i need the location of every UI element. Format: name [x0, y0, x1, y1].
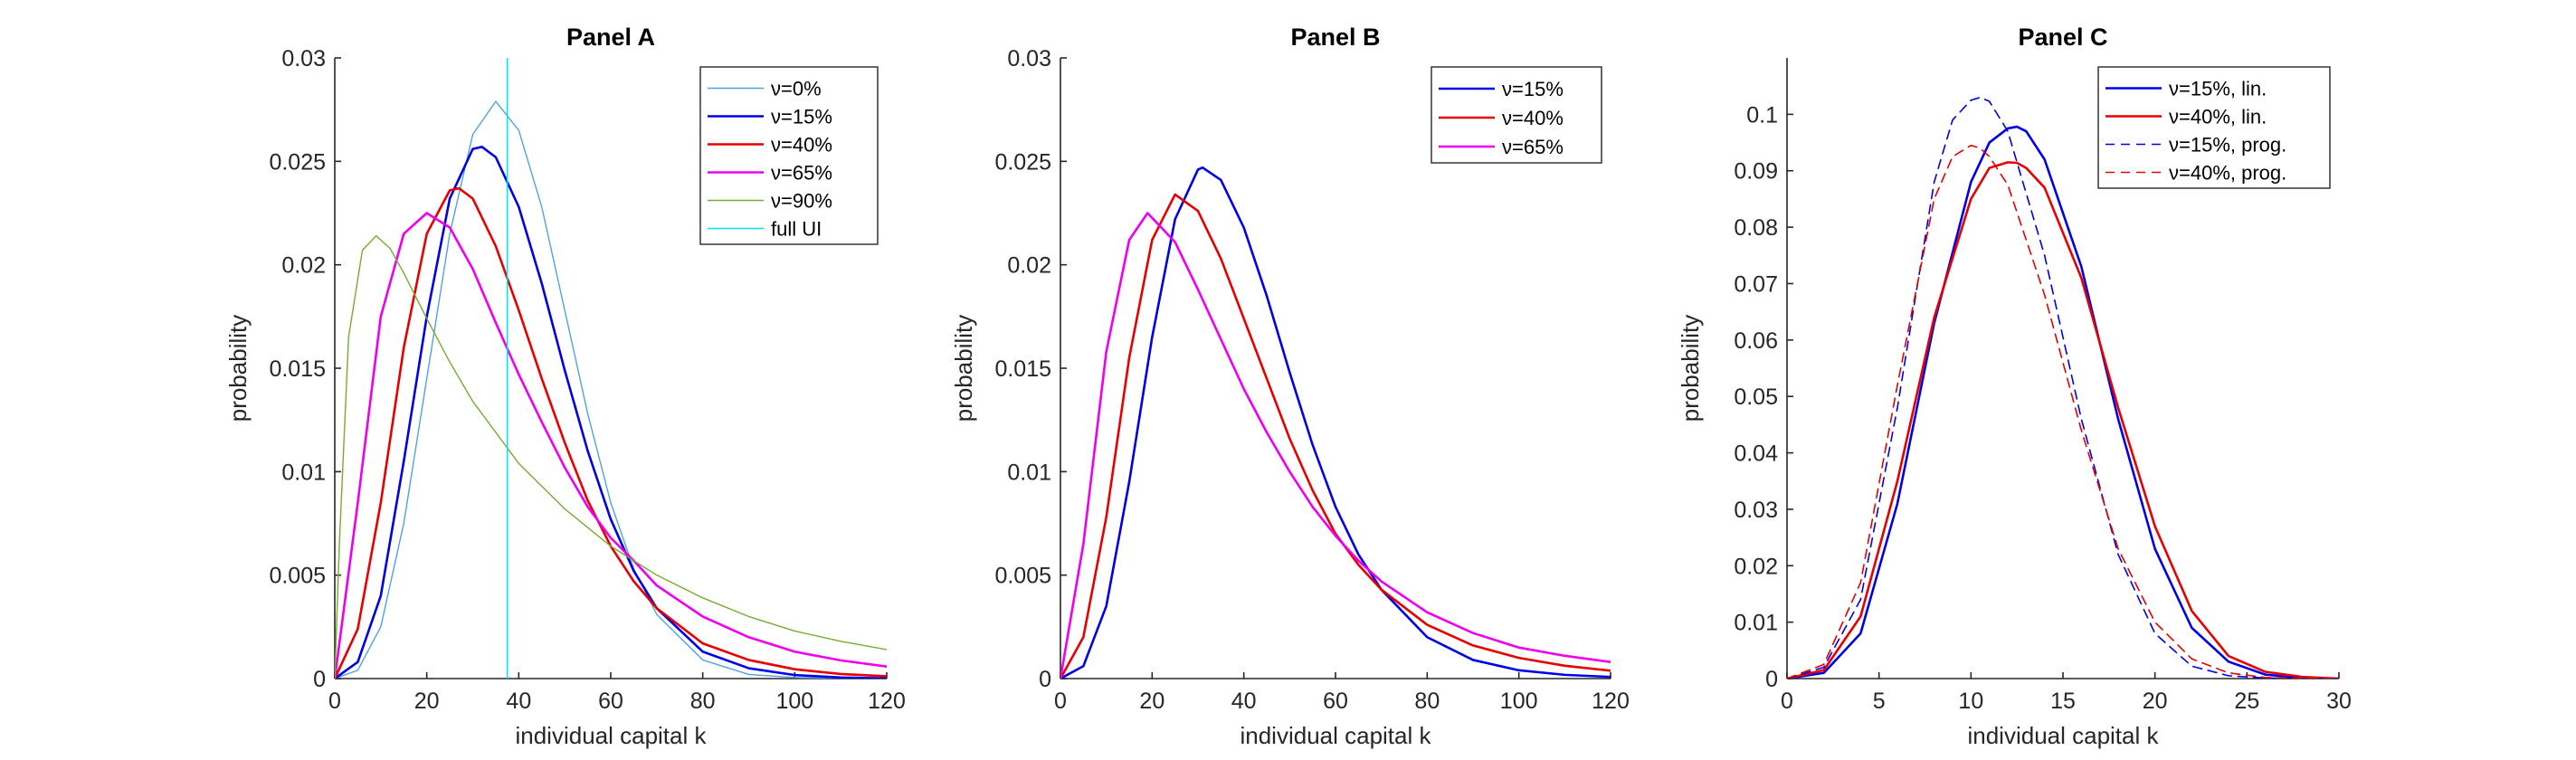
x-tick-label: 100: [1500, 689, 1538, 714]
y-tick-label: 0.015: [994, 356, 1051, 382]
y-tick-label: 0.02: [1734, 554, 1778, 579]
x-tick-label: 40: [1231, 689, 1257, 714]
x-tick-label: 0: [1781, 689, 1793, 714]
x-tick-label: 120: [1592, 689, 1630, 714]
y-tick-label: 0.07: [1734, 271, 1778, 297]
legend-label: ν=65%: [771, 162, 832, 185]
legend-label: ν=40%: [1502, 107, 1564, 129]
x-tick-label: 120: [868, 689, 906, 714]
legend-box: [699, 66, 879, 245]
x-tick-label: 10: [1958, 689, 1983, 714]
y-tick-label: 0.09: [1734, 159, 1778, 185]
series-line-3: [335, 212, 887, 679]
legend-label: ν=15%, prog.: [2169, 134, 2286, 157]
y-tick-label: 0.1: [1746, 102, 1778, 128]
y-tick-label: 0.01: [281, 460, 326, 485]
chart-title: Panel C: [2018, 24, 2107, 51]
chart-title: Panel A: [566, 24, 655, 51]
x-tick-label: 20: [2143, 689, 2168, 714]
series-line-2: [1060, 212, 1611, 679]
y-tick-label: 0.04: [1734, 442, 1778, 467]
y-tick-label: 0.005: [994, 564, 1051, 589]
series-line-3: [1787, 144, 2339, 679]
chart-title: Panel B: [1290, 24, 1380, 51]
series-line-4: [335, 234, 887, 679]
y-tick-label: 0.015: [269, 356, 326, 382]
series-line-2: [335, 186, 887, 679]
series-line-0: [1060, 166, 1611, 679]
panel-a: 0 20 40 60 80 100 120 0 0.005 0.01 0.015 0.02 0.025 0…: [224, 24, 906, 749]
y-axis-label: probability: [1677, 315, 1704, 423]
x-tick-label: 60: [598, 689, 623, 714]
y-tick-label: 0.03: [281, 46, 326, 71]
y-tick-label: 0.025: [994, 149, 1051, 175]
legend-label: ν=40%, lin.: [2169, 106, 2267, 128]
y-tick-label: 0.02: [1007, 253, 1051, 279]
legend-label: full UI: [771, 218, 822, 241]
y-tick-label: 0.05: [1734, 385, 1778, 410]
series-line-0: [1787, 125, 2339, 679]
legend-label: ν=90%: [771, 190, 832, 213]
legend: ν=15%, lin. ν=40%, lin. ν=15%, prog. ν=40%,…: [2097, 66, 2331, 189]
x-tick-label: 80: [690, 689, 716, 714]
x-tick-label: 100: [775, 689, 813, 714]
legend-label: ν=15%, lin.: [2169, 78, 2267, 100]
x-tick-label: 30: [2326, 689, 2352, 714]
x-tick-label: 5: [1873, 689, 1886, 714]
y-tick-label: 0: [1039, 667, 1051, 692]
y-tick-label: 0.06: [1734, 328, 1778, 354]
series-line-2: [1787, 96, 2339, 679]
panel-c: 0 5 10 15 20 25 30 0 0.01 0.02 0.03 0.04 0.05 0.06 0.0…: [1677, 24, 2352, 749]
series-line-1: [1060, 193, 1611, 679]
x-tick-label: 60: [1323, 689, 1348, 714]
x-tick-label: 20: [1139, 689, 1164, 714]
y-tick-label: 0.01: [1734, 611, 1778, 636]
y-tick-label: 0.02: [281, 253, 326, 279]
y-axis-label: probability: [224, 315, 252, 423]
series-line-1: [335, 146, 887, 679]
x-tick-label: 0: [1054, 689, 1067, 714]
x-tick-label: 20: [414, 689, 440, 714]
y-tick-label: 0: [1765, 667, 1778, 692]
x-axis-label: individual capital k: [515, 722, 707, 749]
x-axis-label: individual capital k: [1967, 722, 2159, 749]
x-tick-label: 80: [1414, 689, 1440, 714]
y-tick-label: 0.03: [1734, 498, 1778, 523]
x-tick-label: 0: [328, 689, 341, 714]
legend: ν=15% ν=40% ν=65%: [1431, 66, 1602, 164]
legend-label: ν=15%: [771, 106, 832, 128]
legend-label: ν=0%: [771, 78, 822, 100]
x-tick-label: 25: [2234, 689, 2259, 714]
x-tick-label: 15: [2050, 689, 2076, 714]
legend-label: ν=40%, prog.: [2169, 162, 2286, 185]
legend-label: ν=40%: [771, 134, 832, 157]
legend-label: ν=15%: [1502, 78, 1564, 100]
legend-label: ν=65%: [1502, 136, 1564, 158]
y-tick-label: 0.03: [1007, 46, 1051, 71]
series-line-1: [1787, 161, 2339, 679]
panel-b: 0 20 40 60 80 100 120 0 0.005 0.01 0.015 0.02 0.025 0…: [950, 24, 1630, 749]
series-line-0: [335, 100, 887, 679]
x-tick-label: 40: [506, 689, 531, 714]
y-tick-label: 0: [313, 667, 326, 692]
y-tick-label: 0.005: [269, 564, 326, 589]
y-tick-label: 0.025: [269, 149, 326, 175]
x-axis-label: individual capital k: [1240, 722, 1431, 749]
y-tick-label: 0.01: [1007, 460, 1051, 485]
y-tick-label: 0.08: [1734, 215, 1778, 241]
legend: ν=0% ν=15% ν=40% ν=65% ν=90% full UI: [699, 66, 879, 245]
y-axis-label: probability: [950, 315, 977, 423]
